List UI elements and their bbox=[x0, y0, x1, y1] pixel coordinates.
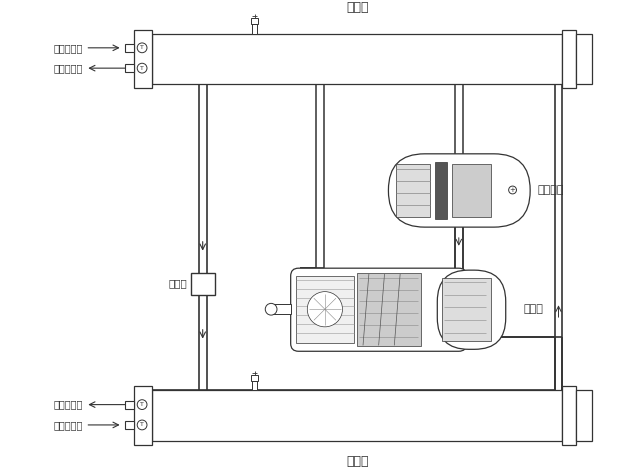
Text: 冷却水出水: 冷却水出水 bbox=[53, 43, 83, 53]
Bar bbox=[435, 162, 447, 219]
Bar bbox=[271, 304, 291, 314]
Bar bbox=[563, 30, 576, 89]
Text: T: T bbox=[140, 65, 144, 71]
Text: +: + bbox=[509, 187, 515, 193]
Circle shape bbox=[137, 400, 147, 409]
Bar bbox=[396, 163, 431, 217]
Bar bbox=[125, 421, 134, 429]
Bar bbox=[125, 64, 134, 72]
Circle shape bbox=[307, 292, 342, 327]
Text: 冷凝器: 冷凝器 bbox=[346, 1, 369, 14]
Text: 冷冻水出水: 冷冻水出水 bbox=[53, 420, 83, 430]
Bar bbox=[296, 276, 354, 343]
Text: T: T bbox=[140, 45, 144, 50]
Bar bbox=[191, 273, 216, 294]
Bar bbox=[452, 163, 491, 217]
Bar bbox=[152, 390, 563, 441]
Text: 油分离器: 油分离器 bbox=[538, 185, 564, 195]
Bar bbox=[252, 24, 257, 33]
FancyBboxPatch shape bbox=[291, 268, 467, 351]
Text: 蒸发器: 蒸发器 bbox=[346, 455, 369, 468]
Circle shape bbox=[137, 63, 147, 73]
Bar bbox=[576, 33, 592, 84]
Bar bbox=[152, 33, 563, 84]
Bar bbox=[576, 390, 592, 441]
Bar bbox=[125, 401, 134, 408]
Bar bbox=[442, 278, 491, 341]
Bar bbox=[563, 387, 576, 445]
Bar bbox=[251, 375, 259, 381]
Text: 冷却水进水: 冷却水进水 bbox=[53, 63, 83, 73]
FancyBboxPatch shape bbox=[437, 270, 506, 349]
Circle shape bbox=[265, 303, 277, 315]
Text: 压缩机: 压缩机 bbox=[524, 304, 543, 314]
Circle shape bbox=[509, 186, 516, 194]
Bar bbox=[134, 387, 152, 445]
Bar bbox=[357, 273, 420, 346]
Text: 节流阀: 节流阀 bbox=[168, 278, 187, 288]
Bar bbox=[251, 18, 259, 24]
Circle shape bbox=[137, 43, 147, 53]
Bar bbox=[125, 44, 134, 52]
Text: 冷冻水进水: 冷冻水进水 bbox=[53, 399, 83, 410]
Text: T: T bbox=[140, 422, 144, 428]
FancyBboxPatch shape bbox=[388, 154, 530, 227]
Bar bbox=[252, 381, 257, 390]
Bar bbox=[134, 30, 152, 89]
Text: T: T bbox=[140, 402, 144, 407]
Circle shape bbox=[137, 420, 147, 430]
